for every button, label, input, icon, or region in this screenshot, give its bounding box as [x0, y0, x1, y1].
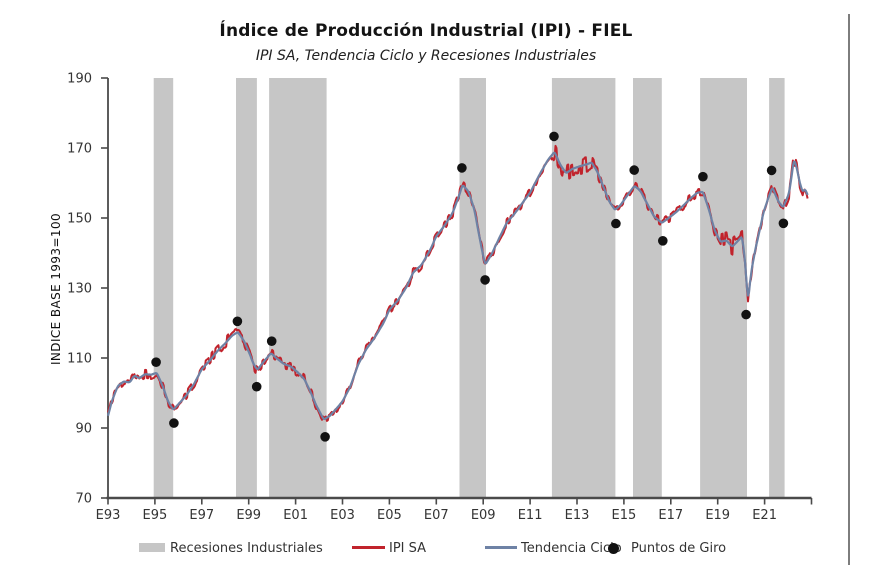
y-tick-label: 170 — [67, 142, 92, 157]
y-tick-label: 70 — [75, 492, 92, 507]
recession-band — [459, 78, 486, 497]
y-tick-label: 110 — [67, 352, 92, 367]
turning-point-dot — [629, 165, 639, 175]
recession-band — [269, 78, 327, 497]
turning-point-dot — [266, 336, 277, 347]
turning-point-dot — [320, 432, 330, 442]
y-tick-label: 90 — [75, 422, 92, 437]
right-divider-line — [848, 14, 850, 565]
x-tick-label: E15 — [612, 508, 637, 523]
legend-puntos-label: Puntos de Giro — [631, 541, 727, 556]
turning-point-dot — [741, 309, 751, 320]
x-tick-label: E07 — [424, 508, 449, 523]
axes: 190 170 150 130 110 90 70 E93 E95 E97 E99 E01 E03 E05… — [67, 72, 813, 523]
x-tick-label: E13 — [565, 508, 590, 523]
recession-bands — [153, 78, 785, 497]
turning-point-dot — [232, 316, 243, 327]
recession-band — [769, 78, 785, 497]
x-tick-label: E05 — [377, 508, 402, 523]
turning-point-dot — [169, 418, 179, 428]
legend-ipi-sa-label: IPI SA — [389, 541, 427, 556]
recession-band — [700, 78, 747, 497]
x-tick-label: E99 — [236, 508, 261, 523]
turning-point-dot — [778, 218, 789, 229]
turning-point-dot — [698, 171, 708, 182]
x-tick-label: E09 — [471, 508, 496, 523]
x-tick-label: E17 — [658, 508, 683, 523]
legend-tendencia-swatch — [485, 546, 517, 549]
chart-title: Índice de Producción Industrial (IPI) - … — [219, 21, 633, 41]
chart-subtitle: IPI SA, Tendencia Ciclo y Recesiones Ind… — [255, 48, 597, 64]
x-tick-label: E01 — [283, 508, 308, 523]
legend-ipi-sa-swatch — [352, 546, 385, 549]
turning-point-dot — [151, 357, 161, 368]
turning-point-dot — [766, 165, 777, 176]
y-tick-label: 130 — [67, 282, 92, 297]
x-tick-label: E03 — [330, 508, 355, 523]
x-tick-label: E19 — [705, 508, 730, 523]
y-tick-label: 190 — [67, 72, 92, 87]
y-tick-label: 150 — [67, 212, 92, 227]
tendencia-ciclo-line — [106, 151, 809, 421]
legend-recessions-label: Recesiones Industriales — [170, 541, 323, 556]
turning-point-dot — [457, 163, 467, 173]
turning-point-dot — [480, 275, 490, 285]
x-tick-label: E97 — [189, 508, 214, 523]
recession-band — [153, 78, 174, 497]
turning-point-dot — [549, 131, 559, 142]
recession-band — [633, 78, 662, 497]
x-tick-label: E93 — [96, 508, 121, 523]
turning-point-dot — [658, 236, 668, 246]
turning-points — [151, 131, 789, 442]
legend-puntos-swatch — [608, 543, 619, 554]
x-tick-label: E21 — [752, 508, 777, 523]
legend-tendencia-label: Tendencia Ciclo — [521, 541, 622, 556]
turning-point-dot — [251, 381, 262, 392]
recession-band — [551, 78, 616, 497]
x-tick-label: E11 — [518, 508, 543, 523]
legend-recessions-swatch — [139, 543, 165, 552]
turning-point-dot — [611, 218, 621, 229]
x-tick-label: E95 — [143, 508, 168, 523]
recession-band — [236, 78, 257, 497]
